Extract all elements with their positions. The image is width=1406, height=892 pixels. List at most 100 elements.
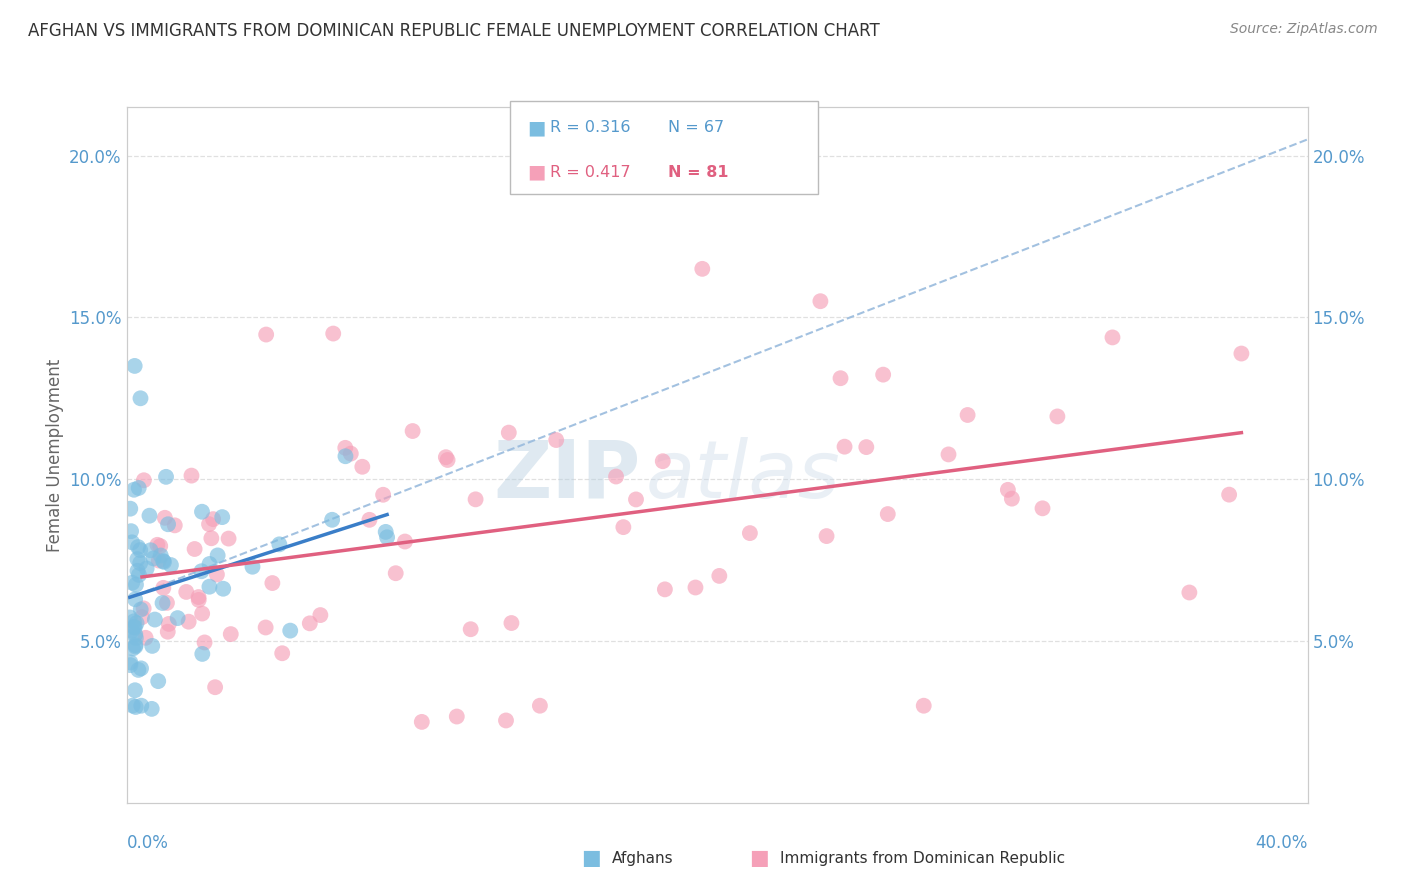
Point — [193, 635, 215, 649]
Point — [129, 602, 152, 616]
Point — [495, 714, 517, 728]
Point — [153, 555, 176, 569]
Point — [157, 517, 180, 532]
Text: 0.0%: 0.0% — [127, 834, 169, 852]
Point — [132, 473, 155, 487]
Point — [149, 539, 172, 553]
Text: Afghans: Afghans — [612, 851, 673, 865]
Text: Source: ZipAtlas.com: Source: ZipAtlas.com — [1230, 22, 1378, 37]
Point — [254, 620, 277, 634]
Point — [124, 359, 146, 373]
Point — [242, 559, 264, 574]
Point — [322, 326, 344, 341]
Point — [153, 511, 176, 525]
Point — [709, 569, 731, 583]
Point — [141, 639, 163, 653]
Point — [501, 615, 523, 630]
Point — [152, 581, 174, 595]
Point — [191, 607, 214, 621]
Point — [163, 518, 186, 533]
Text: atlas: atlas — [647, 437, 841, 515]
Text: ■: ■ — [749, 848, 769, 868]
Point — [204, 680, 226, 694]
Point — [411, 714, 433, 729]
Point — [148, 553, 170, 567]
Point — [339, 447, 361, 461]
Point — [132, 601, 155, 615]
Point — [394, 534, 416, 549]
Point — [128, 568, 150, 582]
Point — [1218, 488, 1240, 502]
Text: ZIP: ZIP — [494, 437, 640, 515]
Point — [156, 596, 179, 610]
Point — [1046, 409, 1069, 424]
Point — [121, 624, 143, 638]
Point — [120, 658, 142, 673]
Point — [122, 483, 145, 497]
Point — [135, 631, 157, 645]
Point — [1001, 491, 1024, 506]
Point — [872, 368, 894, 382]
Point — [685, 581, 707, 595]
Point — [152, 596, 174, 610]
Point — [446, 709, 468, 723]
Point — [198, 580, 221, 594]
Point — [149, 549, 172, 563]
Point — [121, 535, 143, 549]
Y-axis label: Female Unemployment: Female Unemployment — [46, 359, 65, 551]
Point — [198, 517, 221, 532]
Point — [371, 488, 394, 502]
Point — [219, 627, 242, 641]
Point — [124, 620, 146, 634]
Point — [198, 557, 221, 571]
Point — [654, 582, 676, 597]
Point — [177, 615, 200, 629]
Point — [124, 683, 146, 698]
Point — [690, 261, 713, 276]
Point — [269, 537, 291, 551]
Point — [1101, 330, 1123, 344]
Point — [127, 663, 149, 677]
Point — [174, 585, 197, 599]
Point — [187, 590, 209, 604]
Point — [810, 294, 832, 309]
Point — [262, 576, 284, 591]
Point — [120, 656, 142, 670]
Point — [124, 700, 146, 714]
Point — [129, 392, 152, 406]
Point — [180, 468, 202, 483]
Point — [138, 508, 160, 523]
Point — [131, 610, 153, 624]
Point — [200, 531, 222, 545]
Point — [401, 424, 423, 438]
Point — [191, 505, 214, 519]
Point — [155, 470, 177, 484]
Point — [1178, 585, 1201, 599]
Point — [152, 554, 174, 568]
Point — [166, 611, 188, 625]
Point — [120, 501, 142, 516]
Point — [129, 556, 152, 570]
Point — [135, 561, 157, 575]
Point — [212, 582, 235, 596]
Point — [321, 513, 343, 527]
Point — [211, 510, 233, 524]
Point — [125, 578, 148, 592]
Point — [124, 640, 146, 654]
Point — [129, 698, 153, 713]
Point — [127, 552, 149, 566]
Text: ■: ■ — [527, 118, 546, 137]
Point — [612, 520, 634, 534]
Point — [190, 564, 212, 578]
Point — [956, 408, 979, 422]
Point — [254, 327, 277, 342]
Text: ■: ■ — [527, 162, 546, 182]
Point — [375, 530, 398, 544]
Point — [529, 698, 551, 713]
Point — [156, 624, 179, 639]
Point — [278, 624, 301, 638]
Point — [834, 440, 856, 454]
Point — [815, 529, 838, 543]
Point — [124, 627, 146, 641]
Point — [160, 558, 183, 572]
